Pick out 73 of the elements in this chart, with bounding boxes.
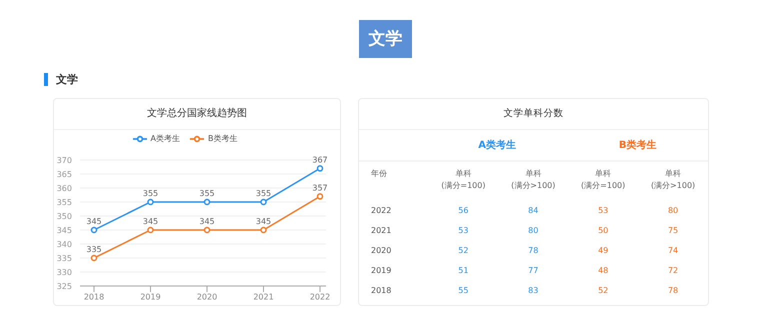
- data-label: 74: [666, 246, 680, 254]
- data-label: 50: [597, 226, 610, 234]
- data-label: 51: [457, 266, 470, 274]
- data-label: 83: [527, 286, 540, 294]
- data-label: 357: [312, 183, 328, 192]
- y-tick-label: 345: [56, 226, 72, 235]
- data-label: 355: [199, 189, 215, 198]
- point: [316, 165, 324, 172]
- x-tick-label: 2019: [140, 292, 161, 302]
- data-label: 345: [199, 217, 215, 226]
- data-label: 367: [312, 155, 328, 164]
- point: [316, 193, 324, 200]
- y-tick-label: 330: [56, 268, 72, 277]
- data-label: 78: [666, 286, 680, 294]
- x-tick-label: 2021: [253, 292, 274, 302]
- text: B类考生: [618, 138, 658, 152]
- y-tick-label: 360: [56, 184, 72, 193]
- data-label: 75: [666, 226, 680, 234]
- legend-label: B类考生: [208, 134, 238, 144]
- y-tick-label: 2019: [370, 266, 392, 274]
- data-label: 77: [527, 266, 540, 274]
- y-tick-label: 2021: [370, 226, 392, 234]
- text: A类考生: [477, 138, 517, 152]
- point: [204, 226, 210, 234]
- data-label: 355: [142, 189, 158, 198]
- y-tick-label: 2022: [370, 206, 392, 214]
- y-tick-label: 365: [56, 170, 72, 179]
- data-label: 52: [597, 286, 610, 294]
- point: [147, 226, 154, 234]
- legend-label: A类考生: [150, 134, 180, 144]
- point: [204, 198, 210, 206]
- y-tick-label: 2020: [370, 246, 392, 254]
- y-tick-label: 335: [56, 254, 72, 263]
- data-label: 335: [86, 245, 102, 254]
- y-tick-label: 355: [56, 198, 72, 207]
- data-label: 49: [597, 246, 610, 254]
- heading-badge: 文学: [359, 20, 412, 58]
- y-tick-label: 370: [56, 156, 72, 165]
- data-label: 355: [256, 189, 272, 198]
- y-tick-label: 2018: [370, 286, 392, 294]
- data-label: 72: [666, 266, 680, 274]
- data-label: 52: [457, 246, 470, 254]
- data-label: 55: [457, 286, 470, 294]
- data-label: 78: [527, 246, 540, 254]
- x-tick-label: 单科 (满分>100): [650, 168, 696, 192]
- data-label: 53: [457, 226, 470, 234]
- x-tick-label: 单科 (满分>100): [510, 168, 556, 192]
- data-label: 56: [457, 206, 470, 214]
- data-label: 84: [527, 206, 540, 214]
- point: [90, 254, 98, 262]
- data-label: 345: [142, 217, 158, 226]
- data-label: 345: [256, 217, 272, 226]
- data-label: 53: [597, 206, 610, 214]
- y-axis-title: 年份: [370, 168, 388, 180]
- y-tick-label: 350: [56, 212, 72, 221]
- x-tick-label: 单科 (满分=100): [580, 168, 626, 192]
- data-label: 80: [666, 206, 680, 214]
- text: 文学: [56, 72, 78, 87]
- chart-title: 文学单科分数: [359, 99, 708, 130]
- data-label: 80: [527, 226, 540, 234]
- chart-title: 文学总分国家线趋势图: [54, 99, 340, 130]
- point: [260, 198, 267, 206]
- x-tick-label: 2022: [310, 292, 330, 302]
- x-tick-label: 2018: [84, 292, 104, 302]
- x-tick-label: 单科 (满分=100): [440, 168, 486, 192]
- point: [260, 226, 267, 234]
- y-tick-label: 325: [56, 282, 72, 291]
- point: [90, 226, 98, 234]
- y-tick-label: 340: [56, 240, 72, 249]
- x-tick-label: 2020: [196, 292, 218, 302]
- data-label: 345: [86, 217, 102, 226]
- data-label: 48: [597, 266, 610, 274]
- point: [147, 198, 154, 206]
